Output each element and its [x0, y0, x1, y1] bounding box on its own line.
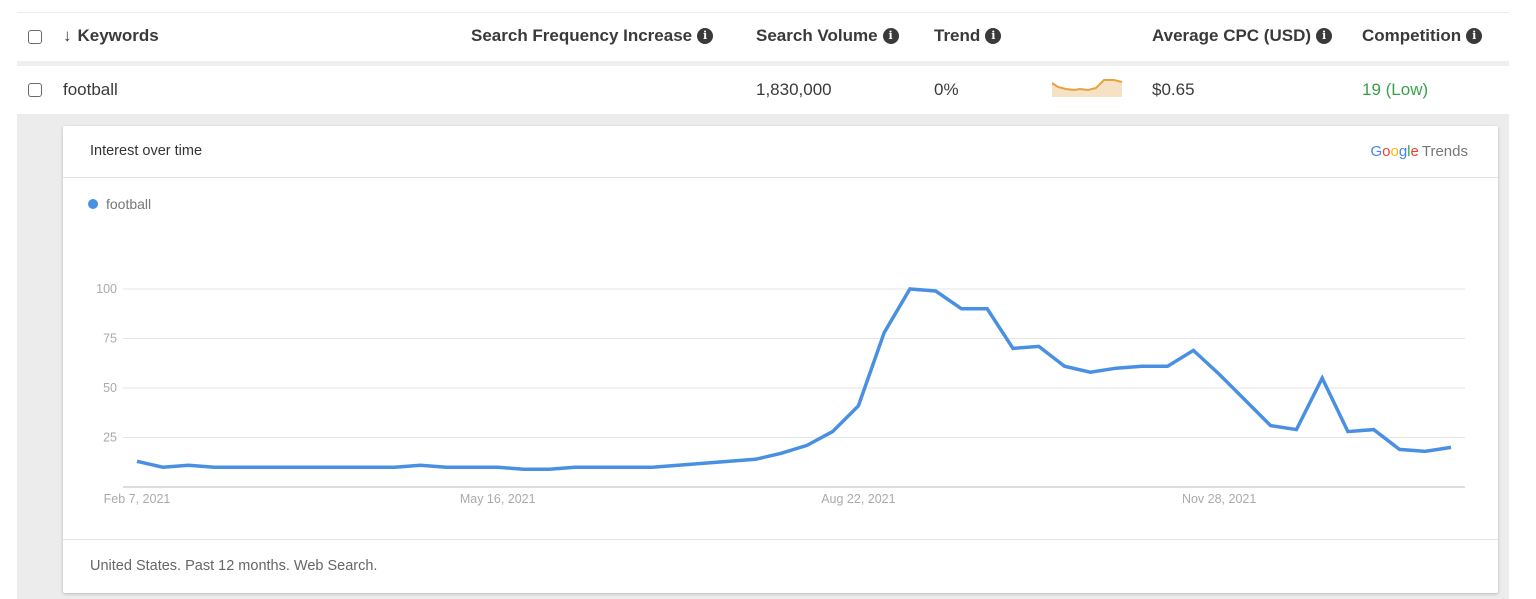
divider	[17, 12, 1509, 13]
y-tick-label: 100	[96, 282, 117, 296]
interest-over-time-chart: 25 50 75 100 Feb 7, 2021 May 16, 2021 Aug 22, …	[96, 282, 1465, 506]
y-tick-label: 25	[103, 431, 117, 445]
info-icon[interactable]: i	[1466, 28, 1483, 44]
google-trends-card: Interest over time Google Trends football…	[63, 126, 1498, 593]
info-icon[interactable]: i	[882, 28, 899, 44]
football-series-line[interactable]	[136, 287, 1452, 471]
card-header: Interest over time Google Trends	[63, 126, 1498, 178]
x-tick-label: May 16, 2021	[460, 492, 536, 506]
column-header-trend[interactable]: Trend i	[934, 26, 1002, 46]
select-all-checkbox[interactable]	[28, 30, 42, 44]
column-header-search-frequency-increase[interactable]: Search Frequency Increase i	[471, 26, 714, 46]
x-tick-label: Feb 7, 2021	[104, 492, 171, 506]
info-icon[interactable]: i	[985, 28, 1002, 44]
divider	[17, 61, 1509, 66]
column-header-competition[interactable]: Competition i	[1362, 26, 1483, 46]
keyword-detail-panel: Interest over time Google Trends football…	[17, 114, 1509, 599]
keywords-table: ↓ Keywords Search Frequency Increase i S…	[17, 12, 1509, 114]
keyword-cell[interactable]: football	[63, 80, 118, 99]
card-title: Interest over time	[90, 143, 203, 159]
legend-label: football	[106, 196, 152, 212]
footer-text: United States. Past 12 months. Web Searc…	[90, 558, 378, 574]
x-tick-label: Aug 22, 2021	[821, 492, 895, 506]
card-footer: United States. Past 12 months. Web Searc…	[63, 539, 1498, 593]
arrow-down-icon: ↓	[63, 26, 72, 45]
trend-cell: 0%	[934, 80, 959, 99]
search-volume-cell: 1,830,000	[756, 80, 832, 99]
trend-sparkline	[1052, 79, 1123, 97]
x-tick-label: Nov 28, 2021	[1182, 492, 1256, 506]
chart-legend: football	[88, 196, 151, 212]
column-header-search-volume[interactable]: Search Volume i	[756, 26, 899, 46]
column-header-average-cpc[interactable]: Average CPC (USD) i	[1152, 26, 1333, 46]
row-checkbox[interactable]	[28, 83, 42, 97]
column-header-keywords[interactable]: ↓ Keywords	[63, 26, 159, 45]
table-header-row: ↓ Keywords Search Frequency Increase i S…	[17, 13, 1509, 61]
average-cpc-cell: $0.65	[1152, 80, 1195, 99]
y-tick-label: 50	[103, 381, 117, 395]
competition-cell: 19 (Low)	[1362, 80, 1429, 99]
google-trends-logo: Google Trends	[1370, 143, 1468, 160]
y-tick-label: 75	[103, 332, 117, 346]
info-icon[interactable]: i	[697, 28, 714, 44]
table-row[interactable]: football 1,830,000 0% $0.65 19 (Low)	[17, 66, 1509, 114]
info-icon[interactable]: i	[1316, 28, 1333, 44]
legend-dot-icon	[88, 199, 98, 209]
